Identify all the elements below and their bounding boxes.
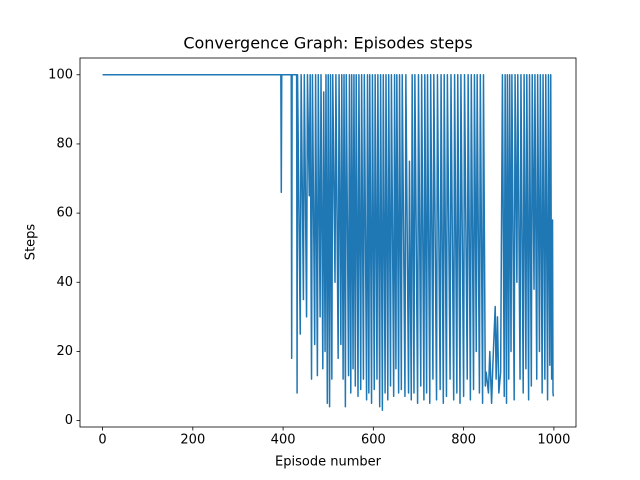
- x-tick-label: 1000: [537, 433, 570, 448]
- x-axis-label: Episode number: [275, 455, 382, 470]
- x-tick-label: 0: [98, 433, 106, 448]
- y-tick-label: 60: [56, 206, 73, 221]
- y-tick-label: 40: [56, 275, 73, 290]
- y-tick-label: 20: [56, 344, 73, 359]
- y-tick-label: 100: [48, 67, 73, 82]
- x-tick-label: 600: [361, 433, 386, 448]
- chart-title: Convergence Graph: Episodes steps: [183, 34, 472, 53]
- x-tick-label: 200: [180, 433, 205, 448]
- x-tick-label: 800: [451, 433, 476, 448]
- plot-frame: [79, 57, 577, 428]
- y-axis-label: Steps: [24, 224, 39, 261]
- y-tick-label: 80: [56, 136, 73, 151]
- y-tick-label: 0: [65, 413, 73, 428]
- data-line: [102, 74, 555, 411]
- x-tick-label: 400: [271, 433, 296, 448]
